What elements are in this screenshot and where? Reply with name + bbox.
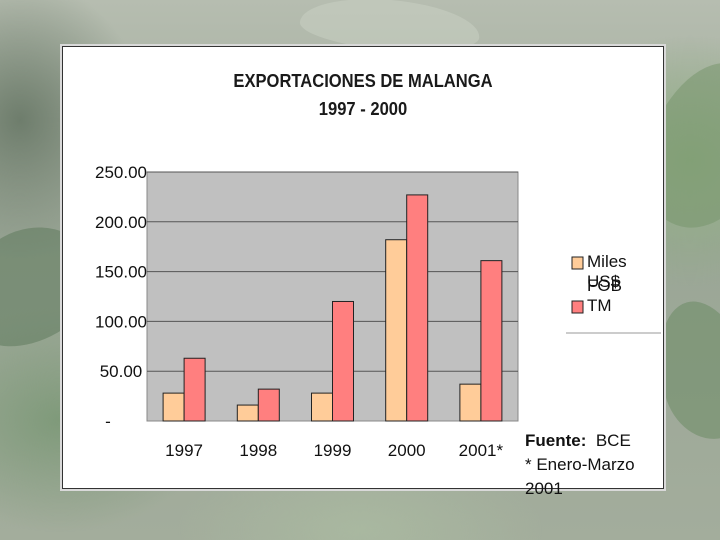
bar-miles-us-fob-1997 <box>162 392 185 422</box>
legend-label-fob: FOB <box>587 276 622 295</box>
source-footnote: * Enero-Marzo 2001 <box>525 455 635 498</box>
bar-miles-us-fob-1999 <box>311 392 333 422</box>
bar-tm-2000 <box>406 194 429 422</box>
source-value: BCE <box>595 431 631 450</box>
y-tick-label: 150.00 <box>95 263 147 282</box>
legend-swatch-miles-us-fob <box>571 256 584 270</box>
bar-miles-us-fob-2001 <box>459 383 482 422</box>
legend-swatch-tm <box>571 300 584 314</box>
x-tick-label: 1998 <box>239 441 277 460</box>
x-tick-label: 2000 <box>388 441 426 460</box>
bar-tm-2001 <box>480 260 503 422</box>
y-tick-label: 200.00 <box>95 213 147 232</box>
chart-title: EXPORTACIONES DE MALANGA 1997 - 2000 <box>87 67 639 123</box>
x-tick-label: 2001* <box>459 441 504 460</box>
x-tick-label: 1999 <box>314 441 352 460</box>
bar-chart: 250.00 200.00 150.00 100.00 50.00 - 1997 1998 19… <box>95 163 661 460</box>
bar-miles-us-fob-2000 <box>385 239 408 422</box>
bar-tm-1998 <box>257 388 280 422</box>
bar-tm-1997 <box>183 357 206 422</box>
y-tick-label: 250.00 <box>95 163 147 182</box>
bar-miles-us-fob-1998 <box>236 404 259 422</box>
legend-label-miles-us: Miles US$ <box>587 252 627 291</box>
chart-title-line-1: EXPORTACIONES DE MALANGA <box>233 71 493 91</box>
bar-tm-1999 <box>332 300 354 422</box>
source-note: Fuente: BCE * Enero-Marzo 2001 <box>525 429 663 501</box>
legend-label-tm: TM <box>587 296 612 315</box>
chart-title-line-2: 1997 - 2000 <box>318 99 408 119</box>
source-label: Fuente: <box>525 431 587 450</box>
y-tick-label: 100.00 <box>95 312 147 331</box>
chart-panel: EXPORTACIONES DE MALANGA 1997 - 2000 250… <box>62 46 664 498</box>
y-tick-label: 50.00 <box>100 362 143 381</box>
x-tick-label: 1997 <box>165 441 203 460</box>
y-tick-label: - <box>105 412 111 431</box>
